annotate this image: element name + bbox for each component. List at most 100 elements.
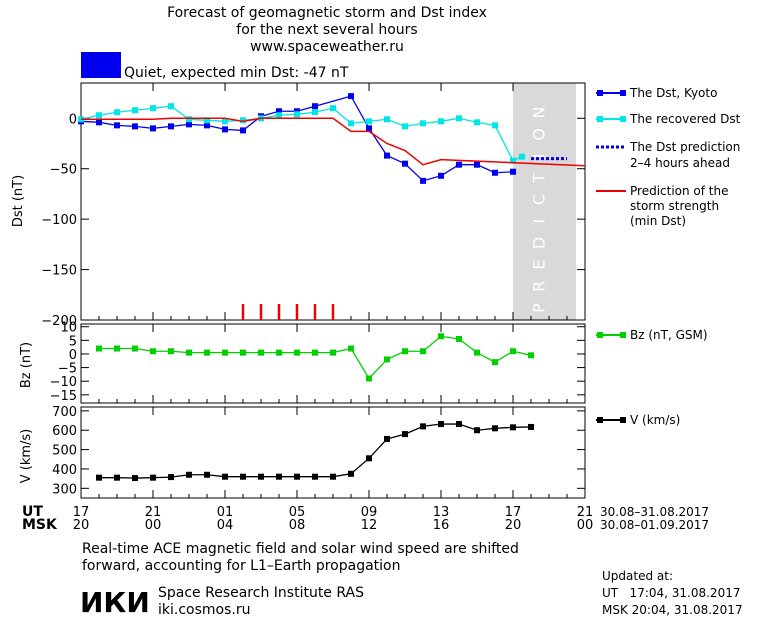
series-line-2-1 xyxy=(99,335,532,380)
data-point xyxy=(402,160,408,167)
y-tick-label: −50 xyxy=(50,163,77,178)
data-point xyxy=(510,157,516,164)
legend-label-storm-3: (min Dst) xyxy=(630,214,686,228)
data-point xyxy=(420,120,426,127)
data-point xyxy=(150,474,156,481)
x-axis-labels: UT MSK 30.08–31.08.2017 30.08–01.09.2017… xyxy=(22,504,709,533)
data-point xyxy=(96,119,102,126)
title-line-1: Forecast of geomagnetic storm and Dst in… xyxy=(167,5,487,21)
data-point xyxy=(348,120,354,127)
institute-site: iki.cosmos.ru xyxy=(158,602,250,618)
y-tick-label: 600 xyxy=(52,424,77,439)
data-point xyxy=(330,473,336,480)
data-point xyxy=(456,335,462,342)
data-point xyxy=(276,473,282,480)
series-line-1-2 xyxy=(80,105,523,162)
footer-note-line-2: forward, accounting for L1–Earth propaga… xyxy=(82,558,401,574)
y-tick-label: −100 xyxy=(41,213,77,228)
data-point xyxy=(150,348,156,355)
data-point xyxy=(294,349,300,356)
data-point xyxy=(186,116,192,123)
y-axis-label: Bz (nT) xyxy=(19,342,34,388)
msk-date-range: 30.08–01.09.2017 xyxy=(600,518,709,532)
series-line-3-1 xyxy=(99,423,532,479)
x-tick-label-ut: 13 xyxy=(433,505,450,520)
panel-frame-2 xyxy=(80,323,586,404)
prediction-band-letter: E xyxy=(530,260,549,270)
data-point xyxy=(438,421,444,428)
ut-date-range: 30.08–31.08.2017 xyxy=(600,505,709,519)
data-point xyxy=(438,172,444,179)
data-point xyxy=(186,471,192,478)
prediction-band-letter: I xyxy=(530,154,549,159)
footer-note-line-1: Real-time ACE magnetic field and solar w… xyxy=(82,541,519,557)
updated-msk: MSK 20:04, 31.08.2017 xyxy=(602,603,743,617)
data-point xyxy=(168,123,174,130)
data-point xyxy=(114,345,120,352)
x-tick-label-ut: 17 xyxy=(73,505,90,520)
x-tick-label-ut: 05 xyxy=(289,505,306,520)
legend-marker-recovered-right xyxy=(620,116,626,122)
data-point xyxy=(276,108,282,115)
legend-label-dst-prediction-2: 2–4 hours ahead xyxy=(630,156,730,170)
status-color-box xyxy=(81,52,121,78)
data-point xyxy=(420,423,426,430)
data-point xyxy=(114,109,120,116)
data-point xyxy=(96,474,102,481)
data-point xyxy=(240,349,246,356)
prediction-band-letter: I xyxy=(530,219,549,224)
data-point xyxy=(168,103,174,110)
y-axis-label: Dst (nT) xyxy=(11,175,26,227)
data-point xyxy=(528,423,534,430)
data-point xyxy=(186,349,192,356)
legend-marker-bz-right xyxy=(620,332,626,338)
data-point xyxy=(132,345,138,352)
title-line-3: www.spaceweather.ru xyxy=(250,39,404,55)
x-tick-label-ut: 21 xyxy=(577,505,594,520)
y-tick-label: 500 xyxy=(52,444,77,459)
data-point xyxy=(366,125,372,132)
title-line-2: for the next several hours xyxy=(236,22,417,38)
prediction-band-letter: T xyxy=(530,173,549,184)
prediction-band-letter: N xyxy=(530,107,549,119)
data-point xyxy=(438,118,444,125)
ut-row-label: UT xyxy=(22,504,43,520)
data-point xyxy=(294,473,300,480)
data-point xyxy=(402,431,408,438)
data-point xyxy=(258,349,264,356)
prediction-band-letter: O xyxy=(530,128,549,141)
prediction-band-letter: C xyxy=(530,194,549,205)
legend-label-dst-prediction-1: The Dst prediction xyxy=(629,140,740,154)
data-point xyxy=(438,333,444,340)
x-tick-label-ut: 21 xyxy=(145,505,162,520)
x-tick-label-msk: 08 xyxy=(289,518,306,533)
institute-name: Space Research Institute RAS xyxy=(158,585,364,601)
data-point xyxy=(150,105,156,112)
x-tick-label-msk: 12 xyxy=(361,518,378,533)
y-tick-label: −10 xyxy=(50,375,77,390)
legend-marker-v-left xyxy=(597,417,603,423)
data-point xyxy=(384,356,390,363)
data-point xyxy=(492,359,498,366)
y-tick-label: 10 xyxy=(60,321,77,336)
status-text: Quiet, expected min Dst: -47 nT xyxy=(124,65,349,81)
data-point xyxy=(348,470,354,477)
data-point xyxy=(204,122,210,129)
data-point xyxy=(384,116,390,123)
data-point xyxy=(348,345,354,352)
legend-marker-recovered-left xyxy=(597,116,603,122)
data-point xyxy=(168,348,174,355)
data-point xyxy=(492,425,498,432)
data-point xyxy=(528,352,534,359)
panel-frame-3 xyxy=(80,406,586,499)
data-point xyxy=(312,109,318,116)
data-point xyxy=(366,375,372,382)
data-point xyxy=(168,474,174,481)
updated-label: Updated at: xyxy=(602,569,673,583)
data-point xyxy=(420,177,426,184)
data-point xyxy=(348,93,354,100)
y-tick-label: 0 xyxy=(69,112,77,127)
y-tick-label: 400 xyxy=(52,463,77,478)
y-tick-label: 300 xyxy=(52,482,77,497)
